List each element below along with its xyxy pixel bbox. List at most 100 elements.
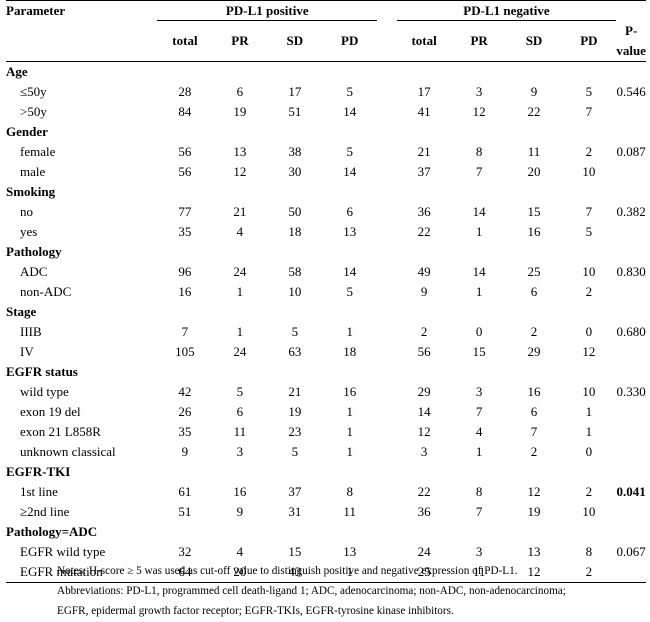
table-row: IIIB 7 1 5 1 2 0 2 0 0.680 bbox=[6, 322, 646, 342]
table-row: IV 105 24 63 18 56 15 29 12 bbox=[6, 342, 646, 362]
table-row: EGFR wild type 32 4 15 13 24 3 13 8 0.067 bbox=[6, 542, 646, 562]
cell-value: 2 bbox=[585, 484, 593, 499]
cell-value: 1 bbox=[475, 444, 483, 459]
cell-value: 3 bbox=[420, 444, 428, 459]
cell-value: 5 bbox=[291, 324, 299, 339]
cell-value: 10 bbox=[582, 164, 596, 179]
cell-value: 9 bbox=[420, 284, 428, 299]
p-value bbox=[616, 402, 646, 422]
row-label: EGFR mutation bbox=[6, 562, 158, 583]
cell-value: 22 bbox=[527, 104, 541, 119]
cell-value: 19 bbox=[527, 504, 541, 519]
cell-value: 8 bbox=[475, 484, 483, 499]
cell-value: 26 bbox=[178, 404, 192, 419]
p-value bbox=[616, 342, 646, 362]
cell-value: 56 bbox=[178, 144, 192, 159]
cell-value: 5 bbox=[346, 144, 353, 159]
cell-value: 28 bbox=[178, 84, 192, 99]
section-title: Smoking bbox=[6, 184, 56, 199]
cell-value: 37 bbox=[417, 164, 431, 179]
cell-value: 23 bbox=[288, 424, 302, 439]
cell-value: 2 bbox=[585, 284, 593, 299]
cell-value: 11 bbox=[527, 144, 541, 159]
p-value bbox=[616, 422, 646, 442]
table-row: ≥2nd line 51 9 31 11 36 7 19 10 bbox=[6, 502, 646, 522]
cell-value: 3 bbox=[475, 84, 483, 99]
row-label: IV bbox=[20, 344, 34, 359]
cell-value: 58 bbox=[288, 264, 302, 279]
cell-value: 22 bbox=[417, 484, 431, 499]
cell-value: 9 bbox=[530, 84, 538, 99]
cell-value: 1 bbox=[475, 284, 483, 299]
p-value: 0.041 bbox=[616, 484, 646, 499]
cell-value: 5 bbox=[585, 224, 593, 239]
cell-value: 4 bbox=[475, 424, 483, 439]
cell-value: 1 bbox=[346, 324, 353, 339]
table-row: female 56 13 38 5 21 8 11 2 0.087 bbox=[6, 142, 646, 162]
cell-value: 16 bbox=[527, 384, 541, 399]
col-header: total bbox=[396, 21, 452, 62]
p-value bbox=[616, 282, 646, 302]
row-label: exon 19 del bbox=[20, 404, 81, 419]
table-row: unknown classical 9 3 5 1 3 1 2 0 bbox=[6, 442, 646, 462]
cell-value: 13 bbox=[527, 544, 541, 559]
cell-value: 63 bbox=[288, 344, 302, 359]
cell-value: 8 bbox=[585, 544, 593, 559]
col-header: PD bbox=[561, 21, 617, 62]
cell-value: 29 bbox=[417, 384, 431, 399]
cell-value: 6 bbox=[236, 404, 244, 419]
section-row: EGFR status bbox=[6, 362, 646, 382]
p-value bbox=[616, 442, 646, 462]
cell-value: 38 bbox=[288, 144, 302, 159]
cell-value: 1 bbox=[475, 224, 483, 239]
cell-value: 16 bbox=[233, 484, 247, 499]
cell-value: 21 bbox=[417, 144, 431, 159]
cell-value: 12 bbox=[506, 562, 562, 583]
cell-value: 35 bbox=[178, 224, 192, 239]
table-row: exon 21 L858R 35 11 23 1 12 4 7 1 bbox=[6, 422, 646, 442]
table-row: ≤50y 28 6 17 5 17 3 9 5 0.546 bbox=[6, 82, 646, 102]
table-row: yes 35 4 18 13 22 1 16 5 bbox=[6, 222, 646, 242]
cell-value: 9 bbox=[181, 444, 189, 459]
table-row: wild type 42 5 21 16 29 3 16 10 0.330 bbox=[6, 382, 646, 402]
cell-value: 7 bbox=[475, 404, 483, 419]
section-title: EGFR status bbox=[6, 364, 78, 379]
section-title: Pathology bbox=[6, 244, 62, 259]
pd-l1-positive-header: PD-L1 positive bbox=[157, 0, 378, 21]
cell-value: 17 bbox=[417, 84, 431, 99]
cell-value: 10 bbox=[582, 384, 596, 399]
cell-value: 20 bbox=[527, 164, 541, 179]
cell-value: 18 bbox=[343, 344, 357, 359]
cell-value: 22 bbox=[417, 224, 431, 239]
p-value: 0.680 bbox=[616, 324, 646, 339]
row-label: male bbox=[20, 164, 46, 179]
cell-value: 12 bbox=[582, 344, 596, 359]
cell-value: 1 bbox=[236, 284, 244, 299]
cell-value: 15 bbox=[288, 544, 302, 559]
cell-value: 1 bbox=[346, 404, 353, 419]
cell-value: 16 bbox=[343, 384, 357, 399]
p-value bbox=[616, 102, 646, 122]
cell-value: 14 bbox=[343, 104, 357, 119]
cell-value: 3 bbox=[236, 444, 244, 459]
table-row: male 56 12 30 14 37 7 20 10 bbox=[6, 162, 646, 182]
cell-value: 16 bbox=[178, 284, 192, 299]
row-label: ≥2nd line bbox=[20, 504, 70, 519]
parameter-header: Parameter bbox=[6, 0, 158, 21]
cell-value: 5 bbox=[236, 384, 244, 399]
cell-value: 30 bbox=[288, 164, 302, 179]
cell-value: 29 bbox=[527, 344, 541, 359]
section-row: Pathology=ADC bbox=[6, 522, 646, 542]
cell-value: 5 bbox=[346, 284, 353, 299]
p-value: 0.830 bbox=[616, 264, 646, 279]
cell-value: 77 bbox=[178, 204, 192, 219]
cell-value: 56 bbox=[178, 164, 192, 179]
note-line: Notes: H-score ≥ 5 was used as cut-off v… bbox=[57, 565, 518, 577]
cell-value: 13 bbox=[343, 224, 357, 239]
cell-value: 14 bbox=[472, 264, 486, 279]
cell-value: 19 bbox=[288, 404, 302, 419]
cell-value: 1 bbox=[585, 424, 593, 439]
cell-value: 0 bbox=[585, 324, 593, 339]
cell-value: 21 bbox=[233, 204, 247, 219]
